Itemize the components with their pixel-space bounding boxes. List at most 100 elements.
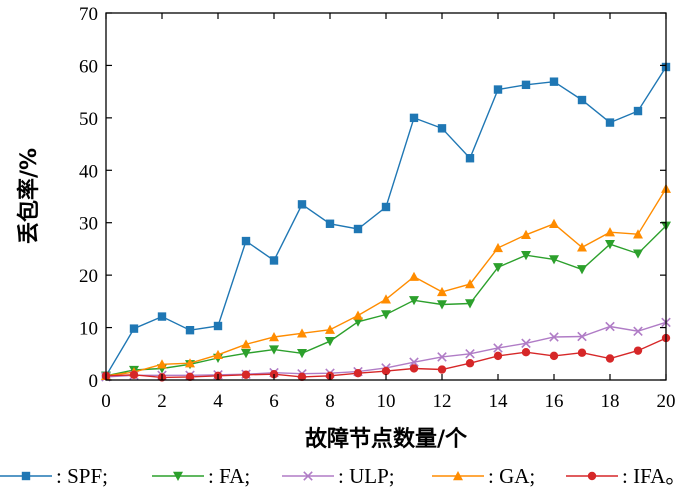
legend-marker (173, 471, 183, 481)
series-ifa (101, 333, 671, 382)
x-axis-label: 故障节点数量/个 (305, 426, 468, 452)
y-tick-label: 40 (79, 161, 98, 182)
data-point-spf (409, 113, 419, 123)
data-point-ga (241, 339, 251, 349)
x-tick-label: 10 (377, 391, 396, 412)
ticks-layer: 0 2 4 6 8 10 12 14 16 18 20 0 10 20 30 40 50 60 70 (79, 4, 676, 412)
series-line-ga (105, 188, 667, 377)
data-point-ifa (465, 359, 475, 368)
legend-label: : IFA。 (622, 464, 686, 488)
data-point-ga (325, 324, 335, 334)
data-point-ga (353, 310, 363, 320)
data-point-ulp (521, 338, 531, 349)
data-point-ga (605, 227, 615, 237)
data-point-ulp (577, 331, 587, 342)
data-point-ga (465, 279, 475, 289)
legend-marker (453, 471, 463, 481)
data-point-fa (605, 240, 615, 250)
data-point-ga (381, 294, 391, 304)
data-point-fa (465, 299, 475, 309)
data-point-ifa (633, 346, 643, 355)
data-point-spf (521, 80, 531, 90)
data-point-fa (437, 300, 447, 310)
data-point-ga (185, 358, 195, 368)
data-point-ulp (493, 343, 503, 353)
data-point-ulp (409, 357, 419, 367)
data-point-spf (129, 324, 139, 333)
data-point-spf (381, 202, 391, 212)
data-point-ga (213, 349, 223, 360)
x-tick-label: 14 (489, 391, 509, 412)
data-point-spf (633, 106, 643, 116)
data-point-spf (297, 200, 307, 209)
data-point-spf (213, 321, 223, 331)
data-point-ifa (185, 372, 195, 382)
data-point-ulp (549, 332, 559, 342)
data-point-ifa (353, 368, 363, 378)
y-tick-label: 10 (79, 319, 98, 340)
data-point-ifa (493, 351, 503, 361)
data-point-ga (633, 229, 643, 239)
data-point-spf (465, 154, 475, 163)
legend-label: : FA; (208, 464, 250, 488)
y-tick-label: 20 (79, 266, 98, 287)
data-point-ifa (129, 370, 139, 379)
data-point-ulp (437, 352, 447, 362)
x-tick-label: 2 (157, 391, 167, 412)
legend-item-ulp: : ULP; (282, 464, 395, 488)
x-tick-label: 12 (433, 391, 452, 412)
legend: : SPF; : FA; : ULP; : GA; : IFA。 (0, 464, 686, 488)
x-tick-label: 18 (601, 391, 620, 412)
x-tick-label: 4 (213, 391, 223, 412)
data-point-fa (353, 317, 363, 327)
legend-item-ga: : GA; (432, 464, 535, 488)
legend-item-ifa: : IFA。 (566, 464, 686, 488)
y-tick-label: 50 (79, 109, 98, 130)
data-point-spf (577, 95, 587, 105)
data-point-spf (605, 118, 615, 127)
legend-marker (587, 471, 597, 481)
data-point-ifa (605, 354, 615, 363)
data-point-spf (269, 256, 279, 265)
plot-frame (105, 12, 667, 381)
data-point-ifa (549, 351, 559, 361)
data-point-spf (185, 325, 195, 335)
data-point-spf (437, 124, 447, 133)
data-point-ifa (409, 364, 419, 373)
data-point-spf (549, 77, 559, 86)
data-point-ga (493, 242, 503, 253)
data-point-ga (549, 218, 559, 228)
x-tick-label: 16 (545, 391, 564, 412)
data-point-ifa (577, 348, 587, 357)
y-tick-label: 30 (79, 214, 98, 235)
data-point-fa (633, 249, 643, 259)
data-point-fa (325, 337, 335, 347)
legend-item-fa: : FA; (152, 464, 250, 488)
data-point-fa (381, 310, 391, 320)
data-point-fa (493, 263, 503, 273)
y-tick-label: 60 (79, 56, 98, 77)
y-tick-label: 0 (89, 371, 99, 392)
data-point-ifa (521, 348, 531, 357)
data-point-spf (241, 236, 251, 246)
data-point-fa (297, 349, 307, 359)
data-point-fa (577, 265, 587, 275)
data-point-ga (269, 332, 279, 342)
data-point-spf (353, 224, 363, 234)
data-point-ifa (381, 366, 391, 376)
data-point-fa (241, 349, 251, 359)
data-point-fa (521, 251, 531, 261)
x-tick-label: 8 (325, 391, 335, 412)
data-point-ga (409, 271, 419, 281)
data-point-spf (493, 85, 503, 94)
legend-label: : SPF; (56, 464, 108, 488)
data-point-ga (157, 359, 167, 369)
data-point-ifa (241, 370, 251, 379)
data-point-ga (577, 242, 587, 252)
data-point-spf (157, 312, 167, 321)
data-point-fa (269, 345, 279, 355)
x-tick-label: 20 (657, 391, 676, 412)
legend-label: : ULP; (338, 464, 395, 488)
data-point-fa (549, 255, 559, 265)
